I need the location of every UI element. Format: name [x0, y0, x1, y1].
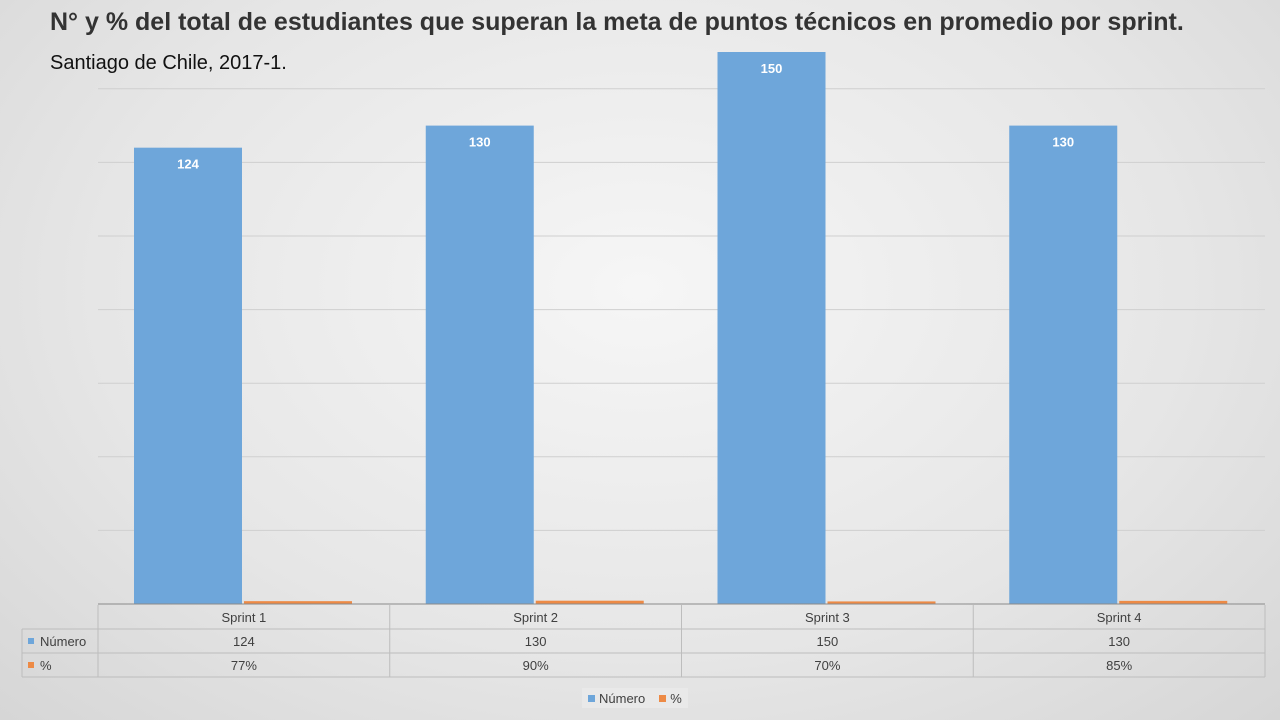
table-cell-numero: 130 — [1108, 634, 1130, 649]
table-cell-pct: 90% — [523, 658, 549, 673]
bar-pct — [244, 601, 352, 604]
bar-pct — [827, 601, 936, 604]
category-label: Sprint 2 — [513, 610, 558, 625]
data-label-numero: 130 — [1052, 135, 1074, 150]
legend-item-numero: Número — [588, 691, 645, 706]
row-header-numero: Número — [40, 634, 86, 649]
legend: Número % — [582, 688, 688, 708]
table-cell-numero: 124 — [233, 634, 255, 649]
table-cell-numero: 130 — [525, 634, 547, 649]
data-label-numero: 150 — [761, 61, 783, 76]
table-cell-pct: 70% — [814, 658, 840, 673]
bar-numero — [717, 52, 826, 604]
category-label: Sprint 3 — [805, 610, 850, 625]
category-label: Sprint 1 — [221, 610, 266, 625]
row-swatch-pct — [28, 662, 34, 668]
legend-item-pct: % — [659, 691, 682, 706]
bar-numero — [1009, 125, 1118, 604]
legend-swatch-pct — [659, 694, 667, 702]
legend-label-pct: % — [670, 690, 682, 706]
data-label-numero: 124 — [177, 157, 199, 172]
table-cell-pct: 77% — [231, 658, 257, 673]
bar-numero — [425, 125, 534, 604]
category-label: Sprint 4 — [1097, 610, 1142, 625]
bar-pct — [1119, 600, 1228, 604]
chart-subtitle: Santiago de Chile, 2017-1. — [50, 52, 287, 74]
table-cell-pct: 85% — [1106, 658, 1132, 673]
bar-numero — [134, 147, 242, 604]
data-label-numero: 130 — [469, 135, 491, 150]
legend-label-numero: Número — [599, 690, 646, 706]
row-header-pct: % — [40, 658, 52, 673]
row-swatch-numero — [28, 638, 34, 644]
legend-swatch-numero — [588, 694, 595, 702]
chart-title: N° y % del total de estudiantes que supe… — [50, 8, 1184, 36]
bar-pct — [535, 600, 644, 604]
table-cell-numero: 150 — [817, 634, 839, 649]
